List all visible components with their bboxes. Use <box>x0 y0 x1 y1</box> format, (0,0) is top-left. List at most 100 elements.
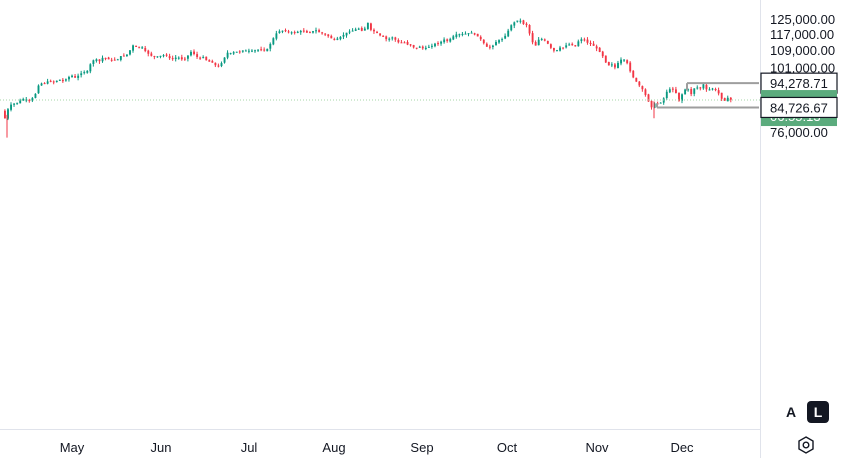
candle-body <box>80 73 83 76</box>
candle-body <box>241 50 244 52</box>
candle-body <box>217 65 220 67</box>
candle-body <box>583 39 586 41</box>
candle-body <box>671 88 674 90</box>
candle-body <box>28 100 31 102</box>
candle-body <box>180 57 183 60</box>
candle-body <box>92 60 95 64</box>
candle-body <box>281 30 284 32</box>
candle-body <box>434 43 436 47</box>
candle-body <box>488 46 491 48</box>
candle-body <box>174 57 177 60</box>
candle-body <box>714 88 717 91</box>
candle-body <box>400 42 403 44</box>
candle-body <box>327 34 330 37</box>
candle-body <box>263 49 266 51</box>
candle-body <box>193 51 195 55</box>
candle-body <box>165 54 168 56</box>
y-tick-label: 117,000.00 <box>770 27 834 42</box>
candle-body <box>348 31 351 33</box>
candle-body <box>113 59 116 61</box>
candle-body <box>373 29 375 32</box>
candle-body <box>507 30 510 37</box>
candle-body <box>717 90 720 94</box>
candle-body <box>549 44 552 48</box>
candle-body <box>559 47 561 51</box>
candle-body <box>153 56 156 58</box>
candle-body <box>156 56 159 58</box>
candle-body <box>107 57 110 60</box>
candle-body <box>284 30 287 32</box>
candle-body <box>229 53 232 55</box>
candlestick-series <box>4 18 732 138</box>
candle-body <box>68 76 70 80</box>
candle-body <box>315 30 317 32</box>
candle-body <box>409 44 412 46</box>
candle-body <box>635 77 638 82</box>
level-price-value: 84,726.67 <box>770 100 828 115</box>
candle-body <box>339 36 342 40</box>
candle-body <box>135 45 138 47</box>
candle-body <box>290 32 293 34</box>
candle-body <box>86 70 89 73</box>
candle-body <box>610 64 613 66</box>
candle-body <box>43 83 46 85</box>
candle-body <box>202 57 205 59</box>
candle-body <box>510 25 513 31</box>
candle-body <box>665 91 668 99</box>
candle-body <box>138 46 141 48</box>
candle-body <box>458 34 461 36</box>
y-tick-label: 76,000.00 <box>770 125 828 140</box>
candle-body <box>171 58 174 60</box>
candle-body <box>144 48 147 51</box>
candle-body <box>122 55 125 57</box>
candle-body <box>485 43 488 47</box>
candle-body <box>519 20 522 22</box>
candle-body <box>397 40 400 43</box>
candle-body <box>379 33 382 36</box>
candle-body <box>312 31 314 33</box>
candle-body <box>223 57 226 63</box>
candle-body <box>498 40 500 43</box>
candle-body <box>61 79 64 82</box>
auto-scale-button[interactable]: A <box>780 401 802 423</box>
candle-body <box>577 41 580 47</box>
candle-body <box>287 31 290 33</box>
candle-body <box>254 50 256 52</box>
candle-body <box>638 81 641 86</box>
candle-body <box>482 39 485 44</box>
candle-body <box>318 30 321 33</box>
candle-body <box>528 25 531 34</box>
candle-body <box>650 100 653 108</box>
candle-body <box>7 109 9 119</box>
candle-body <box>25 99 28 101</box>
candle-body <box>504 35 507 39</box>
candle-body <box>376 31 378 34</box>
candle-body <box>31 98 34 101</box>
candle-body <box>116 59 119 61</box>
candle-body <box>415 47 418 49</box>
y-tick-label: 125,000.00 <box>770 12 835 27</box>
candle-body <box>449 38 452 42</box>
candle-body <box>641 86 644 90</box>
gear-icon[interactable] <box>795 434 817 456</box>
candle-body <box>461 33 464 35</box>
candle-body <box>248 50 250 52</box>
candle-body <box>452 36 455 40</box>
candle-body <box>244 50 247 52</box>
candle-body <box>177 57 180 59</box>
candle-body <box>699 87 702 89</box>
candle-body <box>52 81 55 83</box>
candle-body <box>351 30 354 32</box>
candle-body <box>46 81 49 84</box>
time-axis[interactable]: May Jun Jul Aug Sep Oct Nov Dec <box>60 440 694 455</box>
x-tick-label: May <box>60 440 85 455</box>
log-scale-button[interactable]: L <box>807 401 829 423</box>
candle-body <box>74 76 77 78</box>
candle-body <box>568 44 571 46</box>
candle-body <box>95 59 98 61</box>
candle-body <box>305 31 308 33</box>
candle-body <box>687 89 690 91</box>
candle-body <box>623 59 626 61</box>
candle-body <box>501 39 504 41</box>
